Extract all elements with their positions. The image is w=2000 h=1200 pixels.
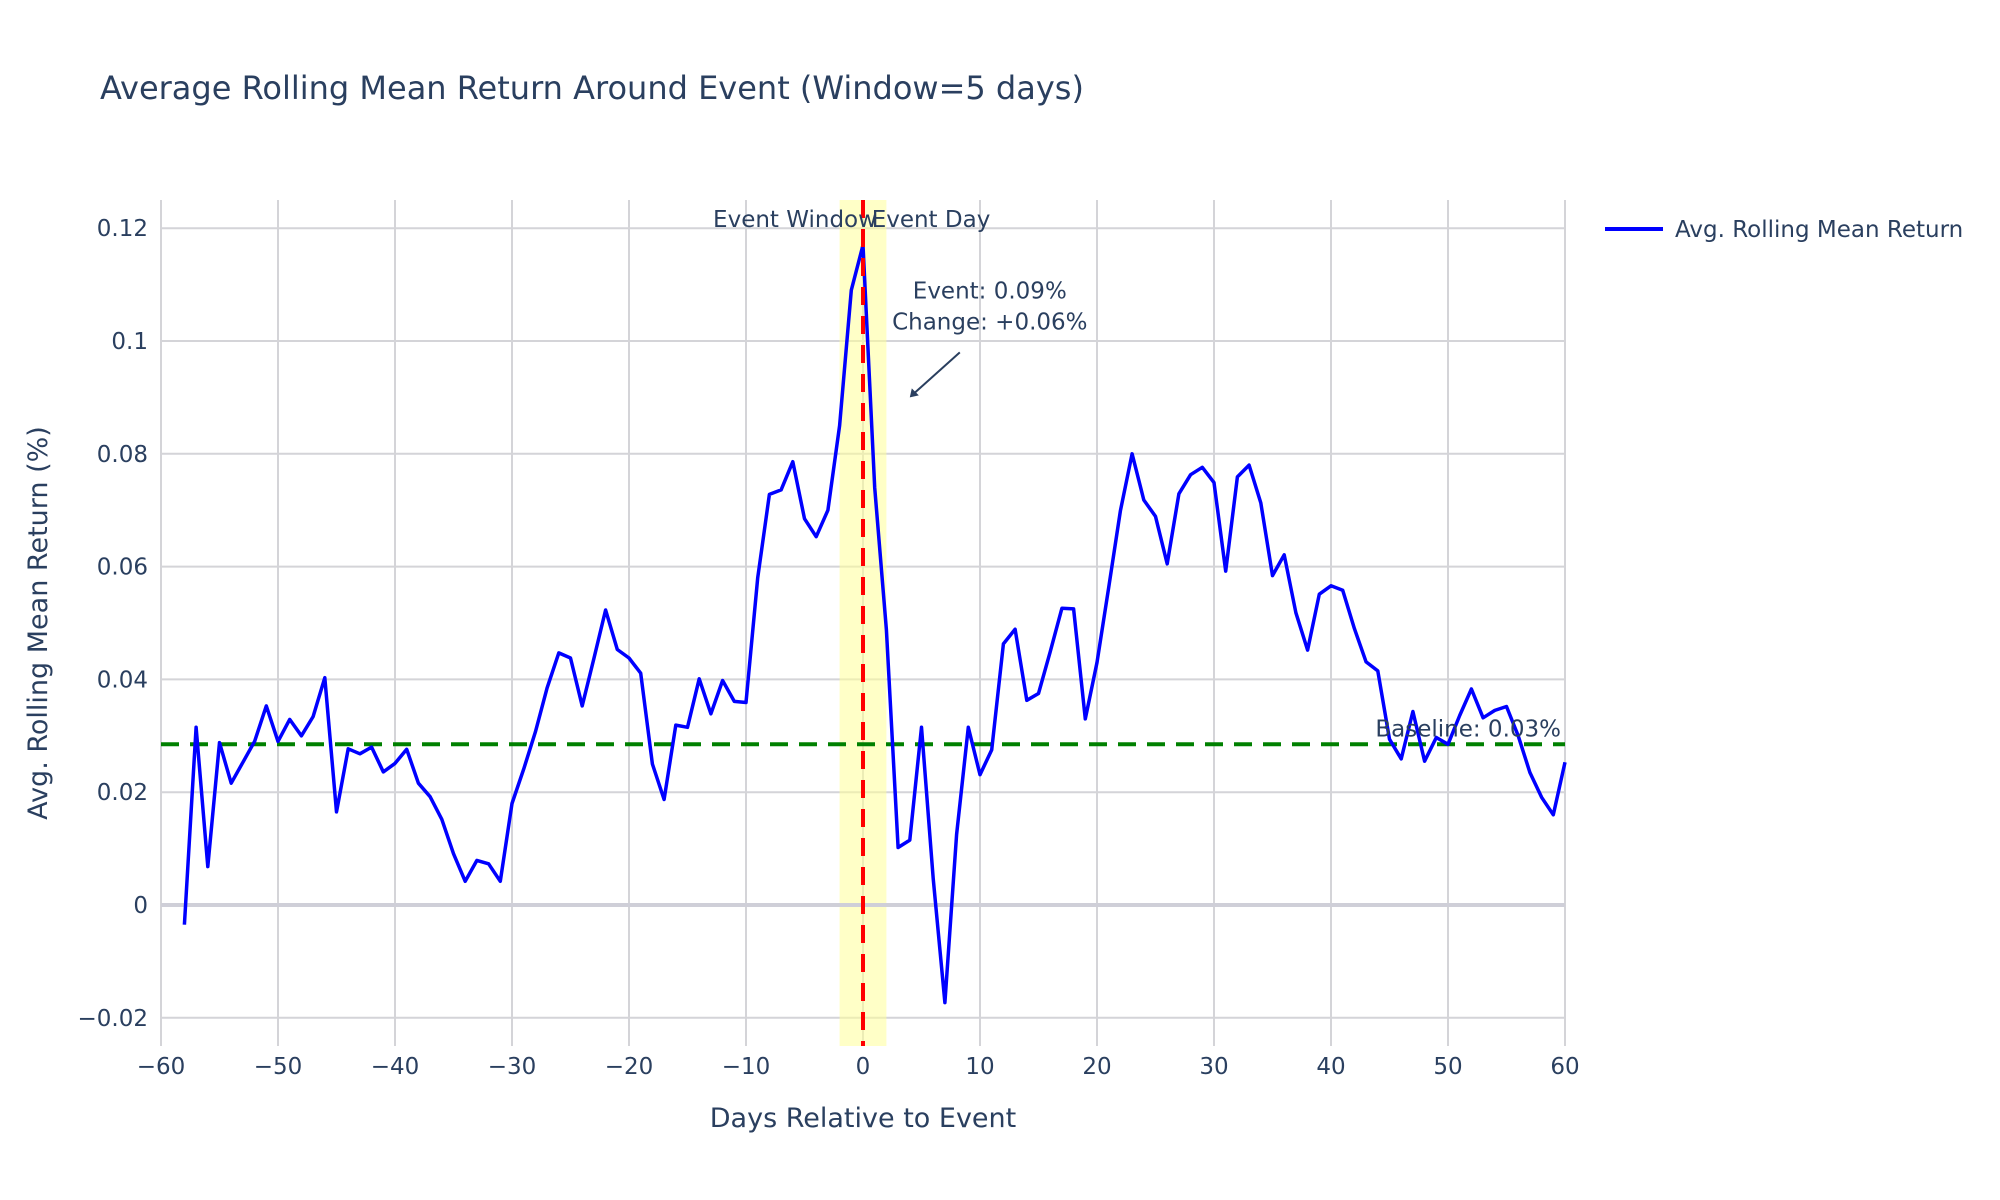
x-tick-label: −10 — [722, 1054, 771, 1080]
series-line — [182, 243, 1567, 1005]
x-tick-label: 10 — [965, 1054, 994, 1080]
x-tick-label: 20 — [1082, 1054, 1111, 1080]
x-tick-label: 0 — [856, 1054, 871, 1080]
x-tick-label: −50 — [254, 1054, 303, 1080]
chart-title: Average Rolling Mean Return Around Event… — [100, 69, 1084, 107]
x-tick-label: −40 — [371, 1054, 420, 1080]
x-tick-label: 60 — [1550, 1054, 1579, 1080]
x-axis-label: Days Relative to Event — [710, 1103, 1016, 1134]
x-tick-label: 30 — [1199, 1054, 1228, 1080]
x-tick-label: −60 — [137, 1054, 186, 1080]
x-tick-labels: −60 −50 −40 −30 −20 −10 0 10 20 30 40 50 60 — [137, 1054, 1580, 1080]
y-tick-label: 0.04 — [97, 667, 148, 693]
x-tick-label: −30 — [488, 1054, 537, 1080]
y-tick-label: 0.08 — [97, 442, 148, 468]
event-window-label: Event Window — [713, 207, 877, 233]
y-tick-labels: −0.02 0 0.02 0.04 0.06 0.08 0.1 0.12 — [78, 216, 148, 1032]
annotation-text-line: Event: 0.09% — [913, 278, 1067, 304]
annotation-text-line: Change: +0.06% — [892, 309, 1087, 335]
x-tick-label: 50 — [1433, 1054, 1462, 1080]
x-tick-label: −20 — [605, 1054, 654, 1080]
legend-label: Avg. Rolling Mean Return — [1675, 217, 1963, 243]
y-tick-label: 0.06 — [97, 555, 148, 581]
event-annotation: Event: 0.09% Change: +0.06% — [892, 278, 1088, 398]
annotation-arrowhead — [909, 388, 919, 398]
y-tick-label: 0 — [133, 893, 148, 919]
legend[interactable]: Avg. Rolling Mean Return — [1605, 217, 1963, 243]
y-axis-label: Avg. Rolling Mean Return (%) — [23, 426, 54, 820]
x-tick-label: 40 — [1316, 1054, 1345, 1080]
y-tick-label: 0.12 — [97, 216, 148, 242]
y-tick-label: 0.02 — [97, 780, 148, 806]
y-tick-label: 0.1 — [111, 329, 148, 355]
baseline-label: Baseline: 0.03% — [1375, 716, 1561, 742]
y-tick-label: −0.02 — [78, 1006, 148, 1032]
annotation-arrow — [911, 351, 961, 397]
event-day-label: Event Day — [872, 207, 991, 233]
